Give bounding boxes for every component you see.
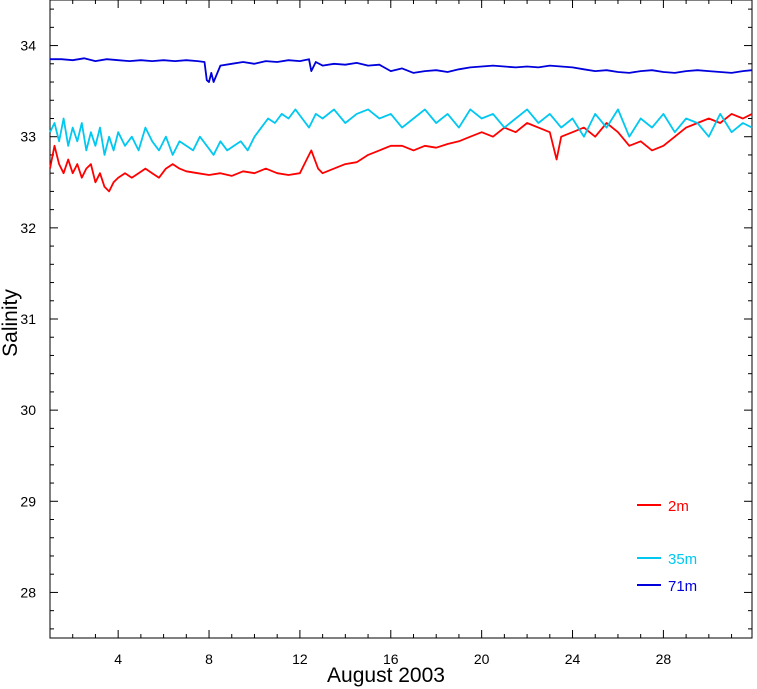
series-lines: [49, 57, 753, 193]
plot-frame: [49, 0, 753, 639]
x-axis-title: August 2003: [327, 664, 445, 687]
x-tick-label: 24: [565, 651, 581, 667]
tick-labels: 4 8 12 16 20 24 28 28 29 30 31 32 33 34: [20, 38, 671, 667]
y-tick-label: 31: [20, 311, 36, 327]
legend-label-71m: 71m: [668, 578, 697, 595]
y-tick-label: 33: [20, 129, 36, 145]
series-line-35m: [49, 108, 753, 156]
legend-label-2m: 2m: [668, 498, 689, 515]
legend-label-35m: 35m: [668, 551, 697, 568]
x-tick-label: 12: [292, 651, 308, 667]
legend: 2m 35m 71m: [637, 498, 697, 595]
series-line-2m: [49, 113, 753, 193]
x-tick-label: 8: [205, 651, 213, 667]
axis-ticks: [49, 0, 752, 638]
x-tick-label: 28: [656, 651, 672, 667]
y-tick-label: 34: [20, 38, 36, 54]
series-line-71m: [50, 57, 753, 83]
x-tick-label: 16: [383, 651, 399, 667]
x-tick-label: 4: [114, 651, 122, 667]
y-tick-label: 29: [20, 493, 36, 509]
y-tick-label: 28: [20, 584, 36, 600]
y-axis-title: Salinity: [0, 289, 22, 357]
y-tick-label: 32: [20, 220, 36, 236]
x-tick-label: 20: [474, 651, 490, 667]
y-tick-label: 30: [20, 402, 36, 418]
